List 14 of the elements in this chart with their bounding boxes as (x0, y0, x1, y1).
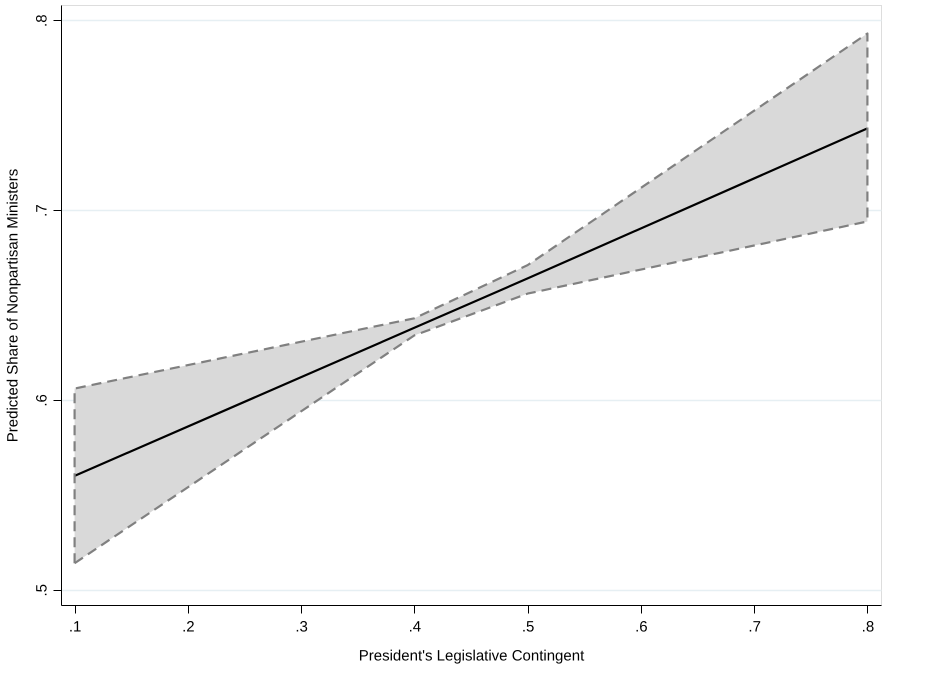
x-tick-label: .4 (408, 618, 422, 636)
y-tick-label: .6 (34, 394, 50, 407)
y-tick-label: .5 (34, 584, 50, 597)
x-tick-label: .7 (748, 618, 761, 636)
y-tick-label: .8 (34, 14, 50, 27)
x-tick-label: .8 (862, 618, 874, 636)
x-tick-label: .6 (635, 618, 648, 636)
x-tick-label: .2 (182, 618, 195, 636)
x-axis-title: President's Legislative Contingent (358, 648, 586, 664)
x-tick-label: .1 (68, 618, 82, 636)
x-tick-label: .3 (295, 618, 308, 636)
y-axis-title: Predicted Share of Nonpartisan Ministers (4, 168, 22, 442)
x-tick-label: .5 (522, 618, 534, 636)
y-tick-label: .7 (34, 204, 50, 217)
